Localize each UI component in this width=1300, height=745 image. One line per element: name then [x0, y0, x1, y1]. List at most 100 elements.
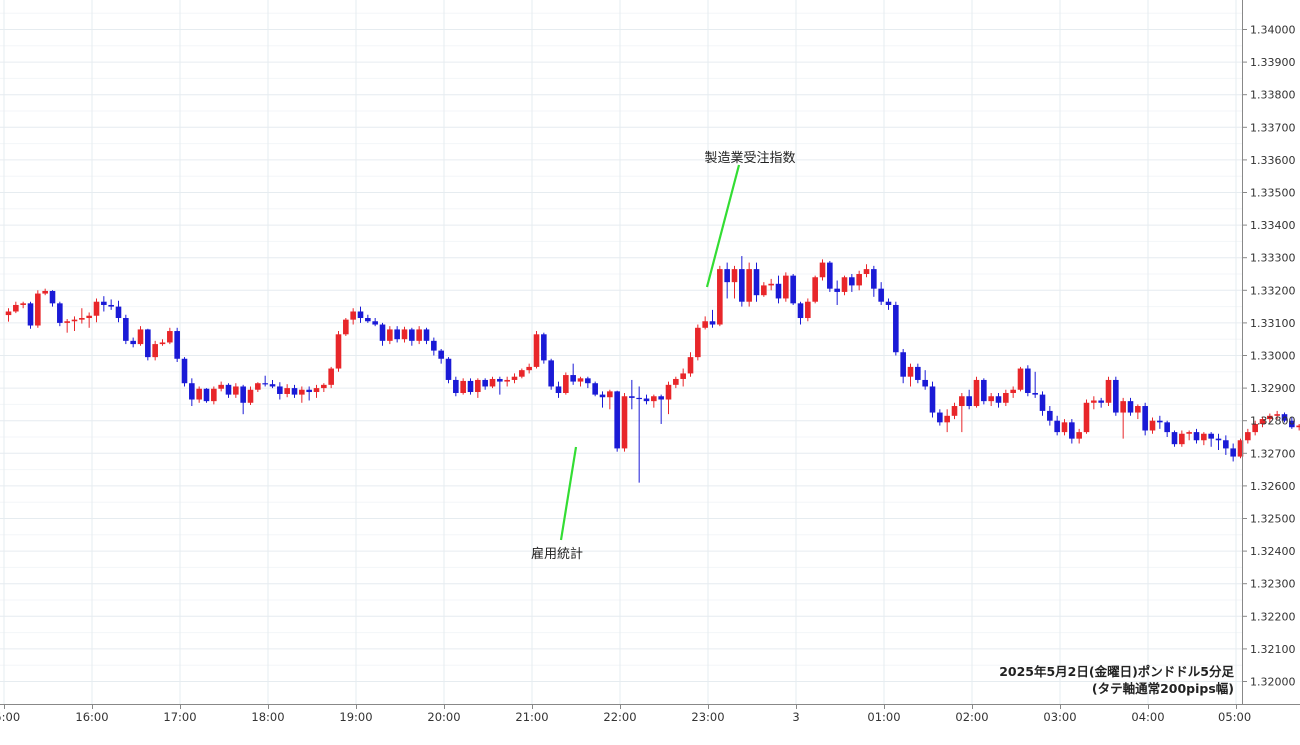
candle-body [489, 378, 496, 387]
candle [724, 262, 730, 299]
candle [973, 376, 980, 408]
candle-body [416, 329, 422, 341]
candle-body [1039, 394, 1046, 411]
candle-body [306, 389, 312, 393]
candle [357, 306, 364, 323]
candle [423, 327, 430, 345]
candle [269, 379, 276, 389]
candle [966, 389, 972, 410]
candle-body [497, 378, 503, 382]
time-tick-label: 04:00 [1131, 710, 1164, 724]
candle-body [284, 388, 290, 394]
candle [614, 390, 620, 452]
candle-body [291, 388, 298, 395]
candle-body [695, 327, 701, 358]
candle [101, 296, 107, 312]
time-tick-label: 23:00 [691, 710, 724, 724]
price-tick-label: 1.32000 [1250, 676, 1296, 689]
candle [460, 378, 466, 395]
candle [878, 282, 884, 305]
candle-body [607, 391, 613, 398]
candle [834, 280, 840, 305]
candle [761, 282, 767, 297]
candle [1047, 406, 1053, 426]
candle [797, 301, 804, 325]
candle [570, 363, 576, 385]
candle [695, 324, 701, 361]
price-tick-label: 1.33600 [1250, 154, 1296, 167]
price-tick-label: 1.32700 [1250, 447, 1296, 460]
candle [57, 301, 63, 327]
candle [599, 391, 606, 408]
candle [577, 376, 584, 387]
candle [174, 327, 180, 363]
candle [915, 363, 921, 384]
candle-body [1054, 420, 1060, 433]
candle-body [907, 366, 914, 377]
candle [343, 318, 349, 336]
candle-body [196, 388, 202, 400]
candle-body [541, 334, 547, 361]
candle-body [929, 386, 936, 413]
time-tick-label: 18:00 [251, 710, 284, 724]
candle [1069, 419, 1075, 444]
candle [145, 328, 151, 361]
candle-body [130, 340, 136, 345]
candle [680, 368, 686, 387]
candle [233, 383, 239, 398]
candle-body [1267, 415, 1273, 420]
candle-body [460, 380, 466, 393]
candle [673, 376, 679, 389]
candle-body [944, 415, 950, 423]
candle [445, 357, 452, 384]
candle [585, 376, 591, 389]
candle-body [1296, 425, 1300, 428]
candle-body [1149, 420, 1156, 431]
candle-body [387, 329, 393, 341]
candle [1025, 365, 1031, 397]
candle [563, 372, 569, 395]
candle-body [1208, 433, 1214, 439]
candle [1223, 435, 1229, 455]
candle [1281, 412, 1288, 423]
candle-body [20, 303, 26, 305]
annotation-pointer-line [559, 446, 578, 541]
candle-body [152, 344, 158, 358]
candle [1274, 410, 1280, 420]
candle [504, 376, 510, 387]
candle [658, 394, 664, 424]
candle-body [636, 397, 642, 400]
candle-body [372, 321, 378, 325]
candle [856, 270, 862, 291]
annotation-label: 製造業受注指数 [704, 150, 795, 166]
candle-body [555, 386, 562, 393]
candle [1098, 397, 1104, 408]
candle-body [658, 396, 664, 400]
candle-body [1289, 420, 1295, 428]
candle-body [357, 311, 364, 319]
candle-body [174, 331, 180, 359]
candle-body [233, 386, 239, 395]
time-tick-label: 3 [792, 710, 799, 724]
candle [1039, 391, 1046, 416]
candle [1296, 423, 1300, 431]
candle-body [805, 301, 811, 319]
candle [643, 394, 650, 405]
candle [753, 262, 760, 302]
candle-body [739, 269, 745, 302]
candle [922, 370, 928, 390]
candle [401, 326, 408, 343]
candle-body [379, 324, 386, 341]
candle-body [1179, 433, 1185, 445]
candle [1083, 399, 1090, 434]
candle-body [57, 303, 63, 323]
candle-body [453, 379, 459, 393]
candle-body [1091, 400, 1097, 403]
candle [775, 275, 782, 304]
price-tick-label: 1.32100 [1250, 643, 1296, 656]
candle [489, 376, 496, 389]
candle [321, 383, 327, 393]
candle-body [181, 358, 188, 384]
time-tick-label: 16:00 [75, 710, 108, 724]
